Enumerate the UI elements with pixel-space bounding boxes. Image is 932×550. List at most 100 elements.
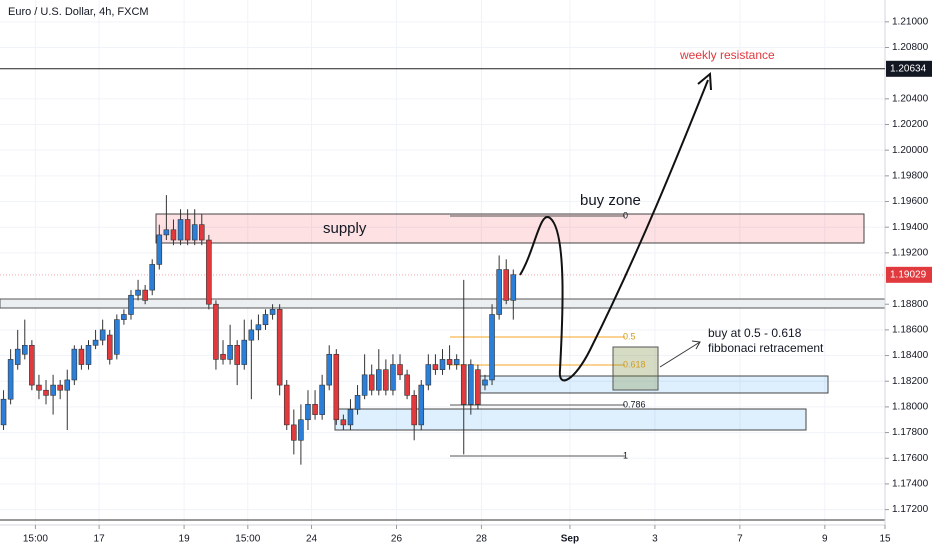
candle-body xyxy=(206,239,212,305)
candle-body xyxy=(213,303,219,360)
candle-body xyxy=(78,348,85,365)
y-tick-label: 1.20800 xyxy=(892,42,929,53)
fib-label: 0.5 xyxy=(623,331,636,341)
candle-body xyxy=(347,409,354,426)
x-tick-label: 15 xyxy=(879,534,891,545)
candle-body xyxy=(7,359,14,400)
resistance-price-label: 1.20634 xyxy=(890,63,927,74)
note-text: fibbonaci retracement xyxy=(708,341,824,355)
candle-body xyxy=(92,339,99,346)
candle-body xyxy=(460,364,467,405)
candle-body xyxy=(234,344,240,365)
candle-body xyxy=(510,274,517,301)
candle-body xyxy=(368,374,375,391)
x-tick-label: 7 xyxy=(737,534,743,545)
candle-body xyxy=(354,395,361,410)
y-tick-label: 1.18000 xyxy=(892,402,929,413)
candle-body xyxy=(262,314,269,326)
candle-body xyxy=(114,319,120,355)
candle-body xyxy=(99,329,106,341)
x-tick-label: 3 xyxy=(652,534,658,545)
candle-body xyxy=(184,219,191,241)
candle-body xyxy=(305,404,311,421)
y-tick-label: 1.17400 xyxy=(892,479,929,490)
candle-body xyxy=(453,359,460,365)
candle-body xyxy=(404,374,410,396)
price-box xyxy=(886,60,932,77)
arrow-head xyxy=(697,71,712,91)
candle-body xyxy=(283,384,290,426)
candle-body xyxy=(446,359,453,365)
candle-body xyxy=(326,353,332,386)
fib-label: 0 xyxy=(623,210,628,220)
candle-body xyxy=(64,379,71,391)
candle-body xyxy=(177,219,184,241)
candle-body xyxy=(340,419,347,426)
candle-body xyxy=(121,314,127,320)
x-tick-label: 9 xyxy=(822,534,828,545)
fib-label: 0.786 xyxy=(623,399,646,409)
candle-body xyxy=(57,384,63,391)
fib-label: 0.618 xyxy=(623,359,646,369)
candle-body xyxy=(312,404,318,415)
candle-body xyxy=(199,224,205,241)
candle-body xyxy=(496,269,502,315)
candles xyxy=(0,195,517,465)
candle-body xyxy=(439,359,446,370)
supply-zone xyxy=(155,213,865,244)
fib-label: 1 xyxy=(623,450,628,460)
y-tick-label: 1.19400 xyxy=(892,222,929,233)
note-pointer-head xyxy=(691,340,701,350)
candle-body xyxy=(475,369,481,405)
candle-body xyxy=(128,294,134,315)
y-tick-label: 1.17800 xyxy=(892,427,929,438)
candle-body xyxy=(135,289,141,296)
last-price-label: 1.19029 xyxy=(890,269,927,280)
y-tick-label: 1.19800 xyxy=(892,170,929,181)
candle-body xyxy=(319,384,325,415)
note-pointer xyxy=(659,341,701,368)
candle-body xyxy=(14,348,21,365)
candle-body xyxy=(333,353,340,421)
candle-body xyxy=(22,344,28,355)
price-box xyxy=(886,266,932,283)
candle-body xyxy=(361,374,368,396)
candle-body xyxy=(149,264,155,291)
candle-body xyxy=(227,344,233,360)
candle-body xyxy=(468,364,474,405)
note-text: buy at 0.5 - 0.618 xyxy=(708,326,802,340)
candle-body xyxy=(248,329,255,341)
candle-body xyxy=(156,234,163,265)
y-tick-label: 1.18600 xyxy=(892,325,929,336)
candle-body xyxy=(220,353,226,360)
candle-body xyxy=(276,309,283,386)
projection-path xyxy=(519,79,709,382)
candle-body xyxy=(241,339,248,365)
candle-body xyxy=(191,224,198,241)
candle-body xyxy=(298,419,304,441)
candle-body xyxy=(482,379,488,386)
candle-body xyxy=(269,309,276,315)
x-tick-label: 19 xyxy=(179,534,191,545)
candle-body xyxy=(397,364,403,376)
candle-body xyxy=(163,229,170,236)
buy-zone-label: buy zone xyxy=(580,192,641,209)
x-tick-label: 15:00 xyxy=(23,534,48,545)
candle-body xyxy=(50,384,56,396)
y-tick-label: 1.20400 xyxy=(892,93,929,104)
y-tick-label: 1.18400 xyxy=(892,350,929,361)
x-tick-label: 15:00 xyxy=(235,534,260,545)
candle-body xyxy=(432,364,439,370)
y-tick-label: 1.19600 xyxy=(892,196,929,207)
candle-body xyxy=(43,389,49,396)
candle-body xyxy=(418,384,425,426)
candle-body xyxy=(489,314,495,381)
x-tick-label: 17 xyxy=(94,534,106,545)
candle-body xyxy=(255,324,262,331)
y-tick-label: 1.18800 xyxy=(892,299,929,310)
buy-zone-lower xyxy=(334,408,807,431)
candle-body xyxy=(142,289,148,301)
y-tick-label: 1.18200 xyxy=(892,376,929,387)
candle-body xyxy=(411,395,417,426)
